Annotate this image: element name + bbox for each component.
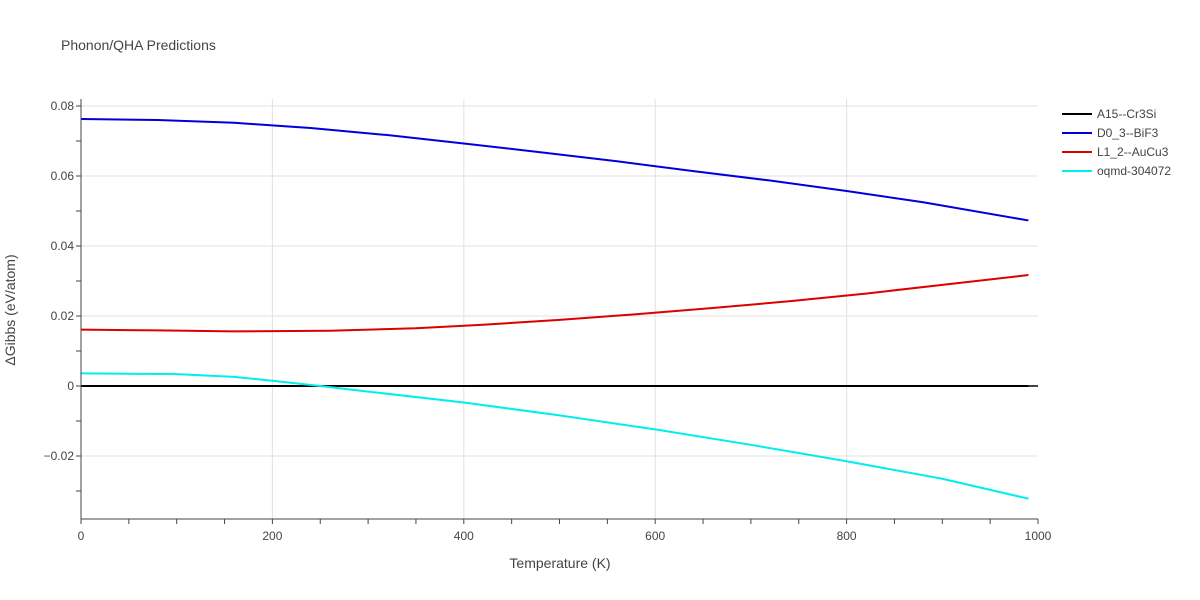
y-tick-label: 0.08 xyxy=(51,99,75,113)
x-tick-label: 600 xyxy=(645,529,665,543)
legend-label: L1_2--AuCu3 xyxy=(1097,145,1169,159)
legend-item[interactable]: L1_2--AuCu3 xyxy=(1062,145,1169,159)
axes-layer xyxy=(76,99,1039,524)
x-tick-label: 400 xyxy=(454,529,474,543)
series-line-l1-2-aucu3 xyxy=(80,274,1029,333)
y-tick-label: −0.02 xyxy=(44,449,75,463)
legend-label: oqmd-304072 xyxy=(1097,164,1171,178)
y-axis-title: ΔGibbs (eV/atom) xyxy=(2,254,18,365)
series-line-d0-3-bif3 xyxy=(80,117,1029,222)
y-tick-label: 0.06 xyxy=(51,169,75,183)
x-tick-label: 800 xyxy=(837,529,857,543)
legend-item[interactable]: D0_3--BiF3 xyxy=(1062,126,1159,140)
legend-item[interactable]: A15--Cr3Si xyxy=(1062,107,1156,121)
tick-labels-layer: 0 200 400 600 800 1000 −0.02 0 0.02 0.04 0.06 0.08 xyxy=(44,99,1052,543)
x-axis-title: Temperature (K) xyxy=(509,555,610,571)
y-tick-label: 0.04 xyxy=(51,239,75,253)
x-tick-label: 0 xyxy=(78,529,85,543)
y-tick-label: 0 xyxy=(67,379,74,393)
series-layer xyxy=(80,117,1029,500)
legend-item[interactable]: oqmd-304072 xyxy=(1062,164,1171,178)
x-tick-label: 1000 xyxy=(1025,529,1052,543)
grid-layer xyxy=(81,99,1038,519)
chart-title: Phonon/QHA Predictions xyxy=(61,37,216,53)
y-tick-label: 0.02 xyxy=(51,309,75,323)
x-tick-label: 200 xyxy=(262,529,282,543)
legend-label: D0_3--BiF3 xyxy=(1097,126,1159,140)
legend-label: A15--Cr3Si xyxy=(1097,107,1156,121)
legend[interactable]: A15--Cr3Si D0_3--BiF3 L1_2--AuCu3 oqmd-3040… xyxy=(1062,107,1171,178)
series-line-oqmd-304072 xyxy=(80,372,1029,500)
